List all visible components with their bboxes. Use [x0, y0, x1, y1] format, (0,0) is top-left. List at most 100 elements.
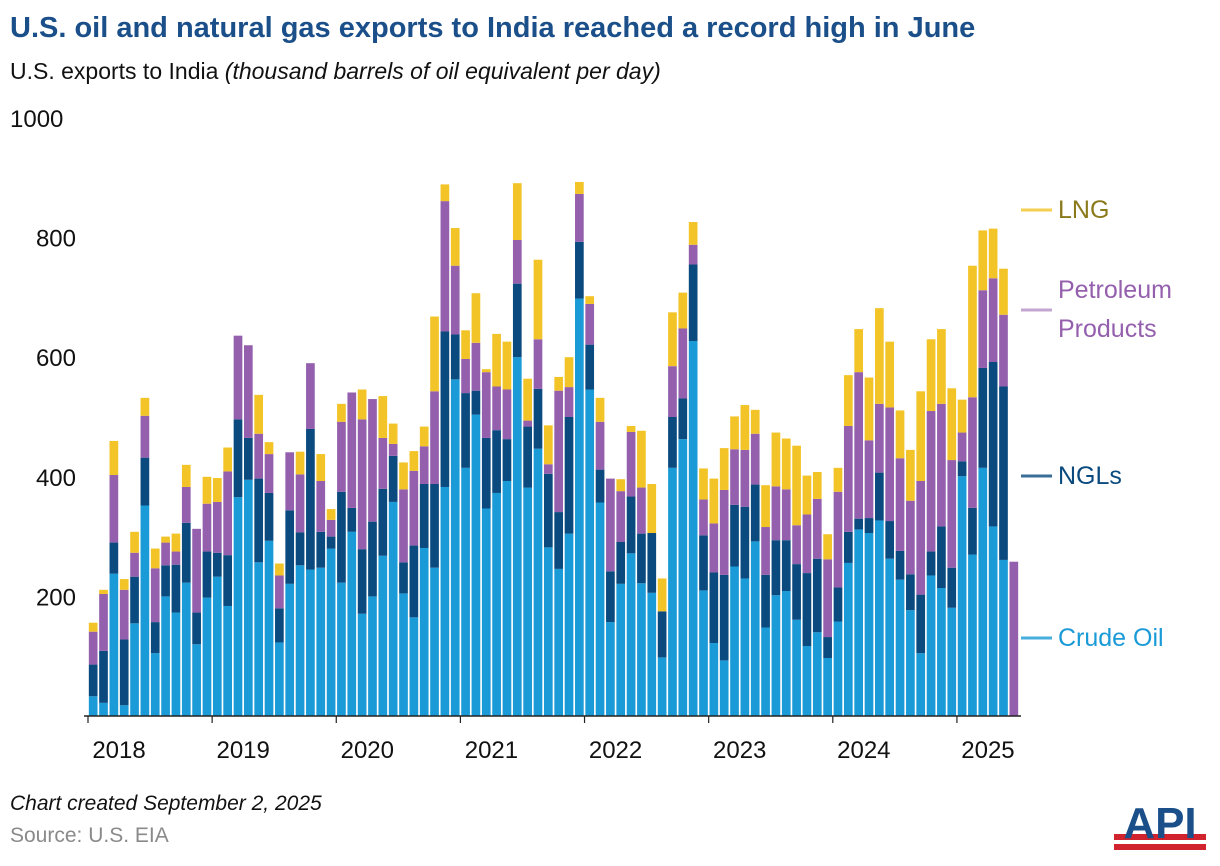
bar-petroleum-products-2025-02	[968, 397, 977, 508]
bar-crude-oil-2025-02	[968, 554, 977, 716]
bar-crude-oil-2019-07	[275, 642, 284, 716]
bar-crude-oil-2020-07	[399, 593, 408, 716]
bar-lng-2018-12	[202, 476, 212, 504]
bar-petroleum-products-2023-04	[740, 449, 750, 507]
bar-ngls-2018-01	[88, 664, 98, 697]
bar-petroleum-products-2024-10	[926, 411, 936, 552]
bar-petroleum-products-2021-12	[575, 193, 584, 242]
bar-ngls-2019-09	[295, 532, 305, 566]
bar-lng-2023-03	[730, 416, 739, 450]
bar-petroleum-products-2020-08	[409, 470, 419, 546]
bar-lng-2018-01	[88, 622, 98, 632]
bar-lng-2019-09	[295, 451, 305, 475]
bar-lng-2021-04	[492, 333, 501, 387]
bar-lng-2022-02	[595, 397, 605, 422]
bar-petroleum-products-2021-01	[461, 358, 470, 394]
bar-ngls-2023-05	[750, 484, 760, 542]
bar-lng-2021-02	[471, 293, 481, 343]
bar-petroleum-products-2025-04	[988, 278, 998, 362]
bar-lng-2022-09	[668, 312, 677, 367]
bar-crude-oil-2018-01	[88, 696, 98, 716]
bar-lng-2018-10	[181, 464, 191, 487]
bar-lng-2023-09	[792, 445, 801, 526]
bar-lng-2021-03	[481, 369, 491, 373]
bar-petroleum-products-2022-01	[585, 303, 595, 345]
x-tick-label-2019: 2019	[216, 737, 269, 764]
bar-petroleum-products-2023-03	[730, 449, 739, 505]
bar-ngls-2020-06	[388, 455, 398, 502]
bar-crude-oil-2019-06	[264, 540, 274, 716]
bar-petroleum-products-2021-02	[471, 342, 481, 391]
bar-lng-2018-05	[130, 531, 139, 553]
bar-ngls-2021-08	[533, 388, 543, 449]
bar-ngls-2024-08	[906, 574, 915, 611]
bar-ngls-2025-01	[957, 461, 967, 477]
bar-lng-2024-03	[854, 329, 864, 373]
bar-petroleum-products-2024-08	[906, 500, 915, 575]
bar-lng-2024-12	[947, 388, 957, 461]
bar-ngls-2023-06	[761, 574, 770, 628]
bar-lng-2022-08	[657, 578, 667, 612]
bar-lng-2018-02	[99, 589, 108, 595]
bars-group	[88, 181, 1019, 716]
bar-lng-2019-11	[316, 454, 326, 481]
bar-crude-oil-2022-03	[606, 622, 615, 716]
bar-ngls-2022-11	[688, 264, 698, 342]
bar-petroleum-products-2019-08	[285, 452, 295, 511]
bar-petroleum-products-2019-02	[223, 471, 232, 556]
bar-lng-2024-07	[895, 410, 905, 459]
bar-petroleum-products-2024-03	[854, 372, 864, 519]
bar-ngls-2019-05	[254, 478, 264, 563]
bar-ngls-2022-04	[616, 541, 626, 584]
bar-ngls-2023-09	[792, 564, 801, 620]
bar-ngls-2022-06	[637, 533, 646, 584]
bar-crude-oil-2018-06	[140, 505, 150, 716]
bar-petroleum-products-2021-07	[523, 420, 532, 427]
bar-crude-oil-2023-12	[823, 657, 832, 716]
bar-crude-oil-2021-03	[481, 508, 491, 716]
bar-ngls-2025-05	[999, 386, 1008, 560]
bar-petroleum-products-2023-10	[802, 514, 812, 574]
bar-crude-oil-2020-01	[337, 582, 346, 716]
bar-petroleum-products-2019-10	[306, 363, 315, 429]
bar-lng-2019-05	[254, 394, 264, 434]
bar-ngls-2023-04	[740, 506, 750, 579]
bar-crude-oil-2023-01	[709, 643, 719, 716]
legend-label-crude-oil-0: Crude Oil	[1058, 624, 1164, 652]
bar-crude-oil-2025-04	[988, 526, 998, 716]
x-axis-group: 2018 2019 2020 2021 2022 2023 2024 2025	[84, 715, 1021, 764]
x-tick-label-2023: 2023	[713, 737, 766, 764]
bar-lng-2023-05	[750, 409, 760, 434]
bar-lng-2021-08	[533, 259, 543, 340]
bar-ngls-2022-10	[678, 398, 688, 440]
bar-petroleum-products-2021-10	[554, 390, 564, 513]
bar-ngls-2018-05	[130, 576, 139, 624]
bar-lng-2020-11	[440, 184, 450, 202]
bar-petroleum-products-2020-12	[450, 265, 460, 335]
bar-petroleum-products-2020-02	[347, 392, 357, 508]
bar-petroleum-products-2018-01	[88, 631, 98, 665]
bar-ngls-2019-01	[212, 552, 222, 577]
bar-crude-oil-2021-01	[461, 467, 470, 716]
bar-petroleum-products-2020-05	[378, 437, 388, 489]
bar-lng-2021-05	[502, 341, 512, 390]
bar-ngls-2018-03	[109, 542, 119, 574]
bar-ngls-2024-12	[947, 567, 957, 608]
bar-petroleum-products-2022-11	[688, 244, 698, 265]
bar-crude-oil-2018-07	[150, 653, 160, 716]
bar-lng-2021-10	[554, 376, 564, 391]
bar-ngls-2019-08	[285, 510, 295, 584]
subtitle-text: U.S. exports to India	[10, 58, 219, 84]
bar-petroleum-products-2020-04	[368, 399, 377, 522]
y-axis-group: 200 400 600 800 1000	[10, 106, 76, 611]
bar-petroleum-products-2022-02	[595, 421, 605, 470]
bar-petroleum-products-2018-11	[192, 528, 201, 613]
bar-crude-oil-2024-08	[906, 610, 915, 716]
bar-petroleum-products-2023-12	[823, 559, 832, 638]
bar-petroleum-products-2018-10	[181, 486, 191, 523]
bar-petroleum-products-2022-04	[616, 491, 626, 542]
bar-ngls-2020-07	[399, 562, 408, 594]
bar-petroleum-products-2022-12	[699, 499, 708, 536]
bar-crude-oil-2021-02	[471, 414, 481, 716]
bar-petroleum-products-2024-04	[864, 440, 874, 519]
